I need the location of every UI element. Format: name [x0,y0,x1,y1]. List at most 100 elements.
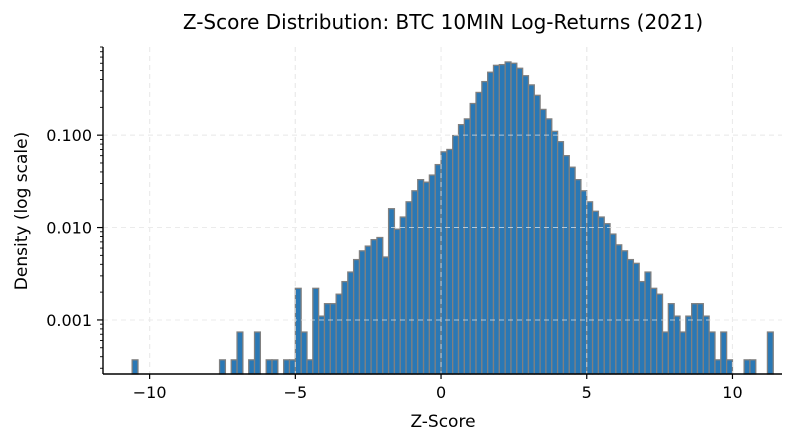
x-tick-label: 0 [436,383,446,402]
histogram-bar [300,331,308,375]
histogram-bar [766,331,774,375]
histogram-bar [621,250,629,375]
histogram-bar [725,359,734,375]
histogram-bar [335,293,343,375]
y-tick-label: 0.001 [46,311,92,330]
x-tick-label: 10 [722,383,742,402]
histogram-bar [673,315,681,375]
histogram-bar [446,148,454,375]
y-tick-label: 0.100 [46,126,92,145]
histogram-bar [679,331,687,375]
histogram-bar [399,216,407,375]
histogram-bar [568,166,576,375]
histogram-bar [329,303,337,375]
histogram-bar [632,262,640,375]
histogram-bar [533,94,541,375]
histogram-bar [312,287,320,375]
histogram-bar [562,155,570,375]
histogram-bar [393,228,401,375]
histogram-bar [422,181,431,375]
histogram-bar [510,62,518,375]
histogram-bar [527,84,535,375]
chart-title: Z-Score Distribution: BTC 10MIN Log-Retu… [183,10,703,34]
histogram-bar [306,359,314,375]
x-tick-label: 5 [582,383,592,402]
histogram-bar [236,331,244,375]
histogram-bar [323,303,331,375]
histogram-bar [248,359,256,375]
histogram-bar [597,216,605,375]
y-tick-label: 0.010 [46,219,92,238]
histogram-bar [341,280,349,375]
histogram-bar [463,118,471,375]
histogram-bar [574,178,582,375]
histogram-bar [661,331,669,375]
histogram-bar [591,210,600,375]
histogram-bar [364,245,372,375]
histogram-bar [539,108,547,375]
histogram-bar [411,190,419,375]
histogram-bar [457,123,466,375]
histogram-bar [691,303,699,375]
histogram-bar [428,174,436,375]
histogram-bar [556,141,565,375]
histogram-bar [609,233,617,375]
histogram-bar [498,63,506,375]
histogram-bar [417,178,425,375]
y-axis-label: Density (log scale) [12,132,32,290]
histogram-bar [504,61,512,375]
histogram-bar [638,280,646,375]
histogram-bar [218,359,227,375]
histogram-bar [743,359,751,375]
histogram-bar [714,359,722,375]
histogram-bar [656,293,664,375]
histogram-bar [317,315,326,375]
histogram-bar [376,236,384,375]
x-axis-label: Z-Score [410,412,475,432]
histogram-bar [347,271,355,375]
histogram-bar [551,130,559,375]
histogram-bar [387,208,396,375]
histogram-bar [434,163,442,375]
histogram-bar [667,303,675,375]
histogram-bar [487,71,495,375]
histogram-bar [370,238,378,375]
histogram-bar [382,256,390,375]
x-tick-label: −5 [284,383,308,402]
grid-overlay [103,47,782,374]
histogram-bar [516,67,524,375]
histogram-bar [265,359,273,375]
histogram-bar [452,134,460,375]
histogram-bar [440,151,448,375]
histogram-bar [271,359,279,375]
histogram-bar [702,315,710,375]
histogram-bar [708,331,716,375]
histogram-bar [469,102,477,375]
histogram-bar [283,359,291,375]
histogram-bar [603,223,611,375]
x-tick-label: −10 [133,383,167,402]
histogram-bar [492,64,500,375]
histogram-bar [288,359,296,375]
histogram-bar [521,75,530,375]
histogram-bar [720,331,728,375]
histogram-bar [644,271,652,375]
histogram-bar [650,287,658,375]
histogram-bar [580,190,588,375]
axes-layer: −10 −5 0 5 10 0.001 0.010 0.100 [46,46,782,402]
histogram-bar [749,359,757,375]
histogram-bar [352,258,361,375]
histogram-bar [358,250,366,375]
histogram-bar [545,118,553,375]
histogram-bar [294,287,302,375]
bars-layer [131,61,774,375]
histogram-bar [615,244,623,375]
histogram-bar [230,359,238,375]
histogram-bar [253,331,262,375]
histogram-bar [696,303,704,375]
histogram-bar [626,258,635,375]
histogram-bar [685,315,693,375]
histogram-bar [131,359,139,375]
